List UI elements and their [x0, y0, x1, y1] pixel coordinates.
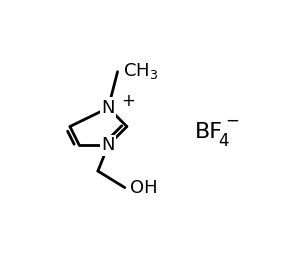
Text: OH: OH [130, 179, 158, 197]
Text: N: N [102, 136, 115, 154]
Text: N: N [102, 99, 115, 117]
Text: CH$_3$: CH$_3$ [123, 61, 158, 81]
Text: 4: 4 [218, 132, 229, 150]
Text: BF: BF [195, 122, 223, 142]
Text: +: + [121, 92, 135, 110]
Text: −: − [225, 111, 239, 129]
